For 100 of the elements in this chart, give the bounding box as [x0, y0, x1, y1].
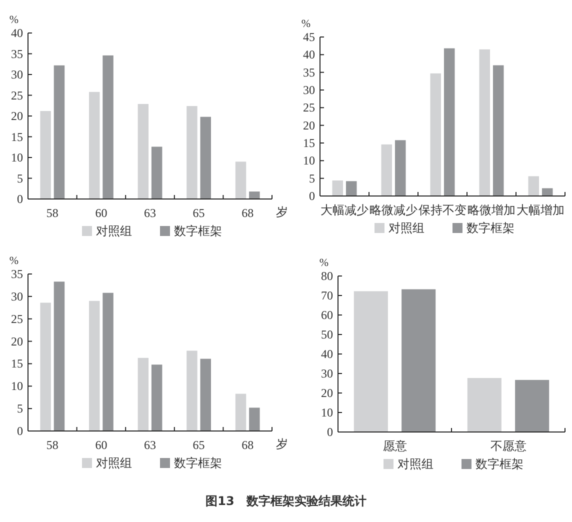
- bar: [542, 188, 553, 196]
- bar: [492, 65, 504, 196]
- x-axis-title: 岁: [276, 205, 288, 219]
- y-tick-label: 30: [11, 68, 23, 82]
- bar: [354, 291, 388, 432]
- bar: [235, 162, 246, 199]
- bar: [54, 282, 65, 431]
- y-axis-title: %: [9, 14, 19, 26]
- bar: [200, 358, 211, 431]
- bar: [444, 48, 455, 196]
- y-tick-label: 45: [303, 30, 315, 44]
- y-tick-label: 20: [11, 334, 23, 348]
- x-tick-label: 保持不变: [418, 203, 466, 217]
- bar: [249, 408, 260, 431]
- bar: [515, 380, 550, 432]
- bar: [479, 49, 490, 196]
- y-tick-label: 15: [303, 136, 315, 150]
- legend-label: 对照组: [96, 224, 132, 238]
- x-tick-label: 大幅增加: [516, 203, 564, 217]
- y-axis-title: %: [9, 255, 19, 267]
- y-tick-label: 10: [11, 379, 23, 394]
- legend-label: 数字框架: [476, 457, 524, 471]
- bar: [40, 111, 51, 199]
- y-axis-title: %: [301, 18, 311, 30]
- y-tick-label: 25: [11, 88, 23, 102]
- bar: [186, 350, 198, 431]
- bar: [528, 176, 540, 196]
- y-tick-label: 0: [327, 425, 333, 439]
- bar: [102, 292, 114, 431]
- y-tick-label: 35: [303, 65, 315, 80]
- bar: [200, 116, 211, 199]
- y-axis-title: %: [319, 257, 329, 269]
- x-tick-label: 58: [46, 206, 58, 220]
- x-tick-label: 愿意: [382, 439, 407, 453]
- y-tick-label: 35: [11, 267, 23, 281]
- legend-label: 数字框架: [466, 221, 514, 235]
- legend-label: 对照组: [388, 221, 424, 235]
- bar: [346, 181, 357, 196]
- bar: [151, 146, 162, 199]
- x-tick-label: 68: [242, 206, 254, 220]
- x-tick-label: 68: [242, 438, 254, 452]
- bar: [430, 73, 442, 196]
- y-tick-label: 40: [321, 347, 333, 361]
- legend-label: 数字框架: [174, 224, 222, 238]
- y-tick-label: 5: [17, 402, 23, 416]
- bar: [151, 364, 162, 431]
- bar: [102, 55, 114, 199]
- bar: [381, 144, 392, 196]
- x-tick-label: 65: [192, 206, 205, 220]
- y-tick-label: 20: [303, 118, 315, 132]
- bar: [138, 104, 149, 199]
- y-tick-label: 10: [321, 406, 333, 420]
- y-tick-label: 50: [321, 328, 333, 342]
- bar: [467, 378, 502, 432]
- y-tick-label: 80: [321, 269, 333, 283]
- y-tick-label: 15: [11, 356, 23, 371]
- legend-label: 对照组: [398, 457, 434, 471]
- y-tick-label: 40: [11, 26, 23, 40]
- x-tick-label: 不愿意: [490, 439, 526, 453]
- y-tick-label: 30: [321, 366, 333, 380]
- y-tick-label: 5: [17, 171, 23, 186]
- bar: [89, 300, 100, 431]
- bar: [249, 192, 260, 199]
- bar: [89, 92, 100, 199]
- y-tick-label: 0: [309, 189, 315, 203]
- legend-label: 数字框架: [174, 456, 222, 470]
- bar: [332, 180, 344, 196]
- legend-label: 对照组: [96, 456, 132, 470]
- bar: [138, 358, 149, 431]
- bar: [235, 394, 246, 431]
- x-tick-label: 略微减少: [370, 203, 418, 217]
- y-tick-label: 30: [11, 289, 23, 304]
- y-tick-label: 20: [321, 386, 333, 400]
- y-tick-label: 20: [11, 109, 23, 123]
- y-tick-label: 60: [321, 308, 333, 322]
- x-tick-label: 60: [95, 438, 108, 452]
- y-tick-label: 25: [303, 100, 315, 115]
- bar: [186, 106, 198, 199]
- x-tick-label: 大幅减少: [320, 203, 368, 217]
- x-tick-label: 58: [46, 438, 58, 452]
- x-tick-label: 65: [192, 438, 205, 452]
- y-tick-label: 15: [11, 130, 23, 144]
- y-tick-label: 35: [11, 46, 23, 61]
- bar: [402, 289, 436, 432]
- bar: [54, 65, 65, 199]
- x-tick-label: 63: [144, 438, 156, 452]
- caption: 图13 数字框架实验结果统计: [206, 494, 366, 508]
- bar: [40, 302, 51, 431]
- y-tick-label: 70: [321, 288, 333, 302]
- y-tick-label: 10: [303, 154, 315, 168]
- y-tick-label: 0: [17, 424, 23, 438]
- y-tick-label: 40: [303, 48, 315, 62]
- y-tick-label: 25: [11, 312, 23, 326]
- bar: [394, 140, 406, 196]
- x-tick-label: 60: [95, 206, 108, 220]
- y-tick-label: 5: [309, 171, 315, 186]
- y-tick-label: 30: [303, 83, 315, 97]
- x-tick-label: 略微增加: [468, 203, 516, 217]
- x-axis-title: 岁: [276, 437, 288, 451]
- y-tick-label: 10: [11, 150, 23, 164]
